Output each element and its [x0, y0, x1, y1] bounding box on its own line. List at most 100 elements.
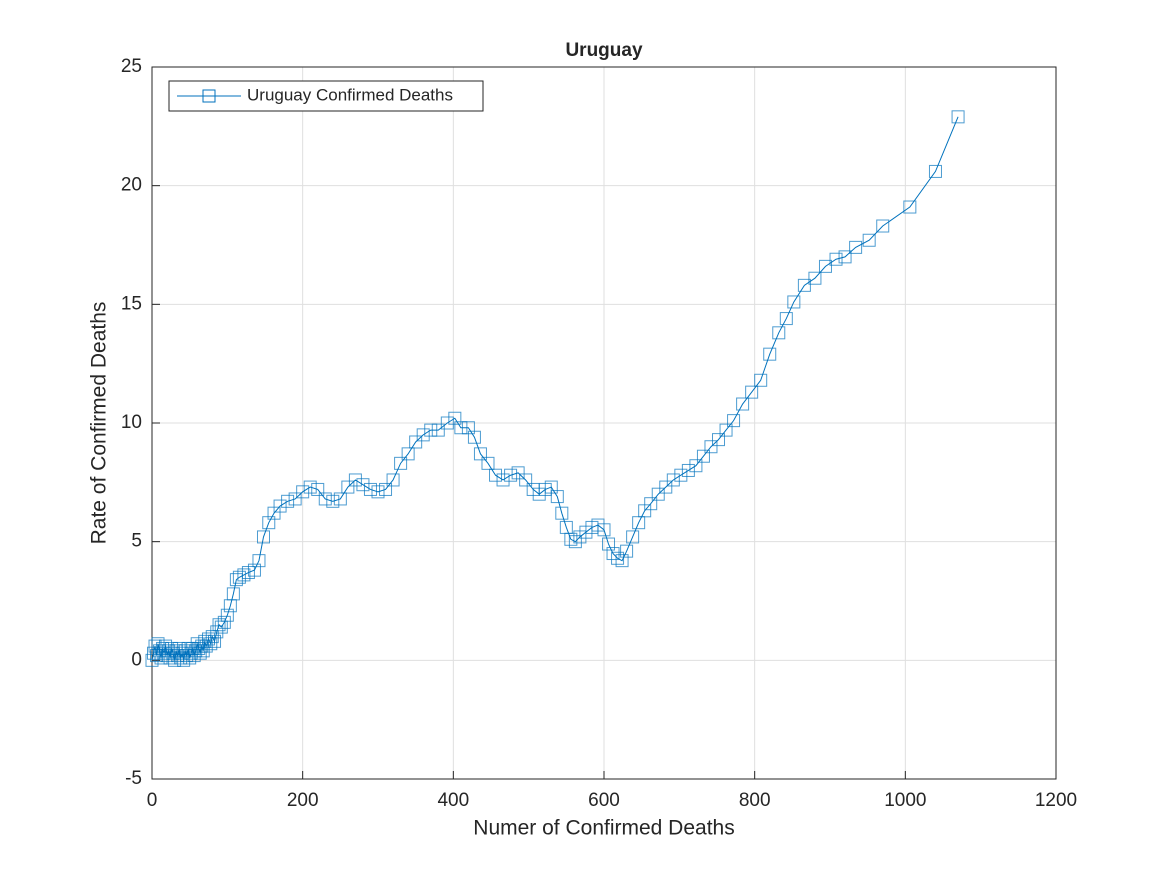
data-line — [151, 116, 959, 661]
marker — [454, 421, 468, 435]
marker — [220, 608, 234, 622]
y-tick-label: 20 — [121, 175, 142, 196]
marker — [696, 449, 710, 463]
marker — [951, 110, 965, 124]
x-tick-label: 0 — [147, 790, 158, 811]
marker — [440, 416, 454, 430]
x-tick-label: 1000 — [884, 790, 926, 811]
marker — [401, 447, 415, 461]
marker — [386, 473, 400, 487]
marker — [318, 492, 332, 506]
marker — [379, 482, 393, 496]
marker — [651, 487, 665, 501]
marker — [754, 373, 768, 387]
marker — [745, 385, 759, 399]
marker — [808, 271, 822, 285]
marker — [564, 532, 578, 546]
marker — [256, 530, 270, 544]
marker — [555, 506, 569, 520]
marker — [273, 499, 287, 513]
marker — [568, 535, 582, 549]
marker — [303, 480, 317, 494]
marker — [674, 468, 688, 482]
marker — [928, 164, 942, 178]
marker — [252, 554, 266, 568]
marker — [704, 440, 718, 454]
marker — [504, 468, 518, 482]
marker — [876, 219, 890, 233]
marker — [341, 480, 355, 494]
marker — [620, 544, 634, 558]
marker — [838, 250, 852, 264]
chart-title: Uruguay — [565, 40, 643, 61]
marker — [597, 523, 611, 537]
y-axis-label: Rate of Confirmed Deaths — [88, 302, 111, 545]
marker — [326, 494, 340, 508]
marker — [232, 570, 246, 584]
marker — [288, 492, 302, 506]
marker — [262, 516, 276, 530]
marker — [473, 447, 487, 461]
marker — [311, 482, 325, 496]
marker — [467, 430, 481, 444]
marker — [818, 259, 832, 273]
marker — [611, 551, 625, 565]
marker — [281, 494, 295, 508]
marker — [145, 653, 159, 667]
marker — [205, 630, 219, 644]
marker — [719, 423, 733, 437]
x-axis-label: Numer of Confirmed Deaths — [473, 817, 734, 840]
legend-label: Uruguay Confirmed Deaths — [247, 85, 453, 104]
y-tick-label: 0 — [131, 649, 142, 670]
marker — [363, 482, 377, 496]
marker — [606, 547, 620, 561]
y-tick-label: -5 — [125, 768, 142, 789]
axes-box — [151, 66, 1057, 780]
x-tick-label: 1200 — [1035, 790, 1077, 811]
marker — [296, 485, 310, 499]
marker — [208, 634, 222, 648]
marker — [237, 568, 251, 582]
marker — [489, 468, 503, 482]
marker — [394, 456, 408, 470]
marker — [903, 200, 917, 214]
marker — [849, 240, 863, 254]
marker — [787, 295, 801, 309]
marker — [226, 587, 240, 601]
marker — [247, 563, 261, 577]
marker — [712, 433, 726, 447]
legend-marker — [202, 89, 216, 103]
marker — [496, 473, 510, 487]
marker — [666, 473, 680, 487]
marker — [689, 459, 703, 473]
marker — [779, 312, 793, 326]
x-tick-label: 800 — [739, 790, 771, 811]
marker — [736, 397, 750, 411]
marker — [229, 573, 243, 587]
marker — [829, 252, 843, 266]
marker — [371, 485, 385, 499]
marker — [212, 618, 226, 632]
y-tick-label: 10 — [121, 412, 142, 433]
marker — [348, 473, 362, 487]
y-tick-label: 15 — [121, 293, 142, 314]
marker — [659, 480, 673, 494]
marker — [626, 530, 640, 544]
marker — [772, 326, 786, 340]
marker — [519, 473, 533, 487]
marker — [763, 347, 777, 361]
marker — [424, 423, 438, 437]
marker — [862, 233, 876, 247]
y-tick-label: 25 — [121, 56, 142, 77]
x-tick-label: 200 — [287, 790, 319, 811]
marker — [550, 490, 564, 504]
marker — [511, 466, 525, 480]
marker — [356, 478, 370, 492]
marker — [481, 456, 495, 470]
marker — [602, 537, 616, 551]
marker — [727, 414, 741, 428]
legend: Uruguay Confirmed Deaths — [168, 80, 484, 112]
marker — [333, 492, 347, 506]
marker — [210, 625, 224, 639]
